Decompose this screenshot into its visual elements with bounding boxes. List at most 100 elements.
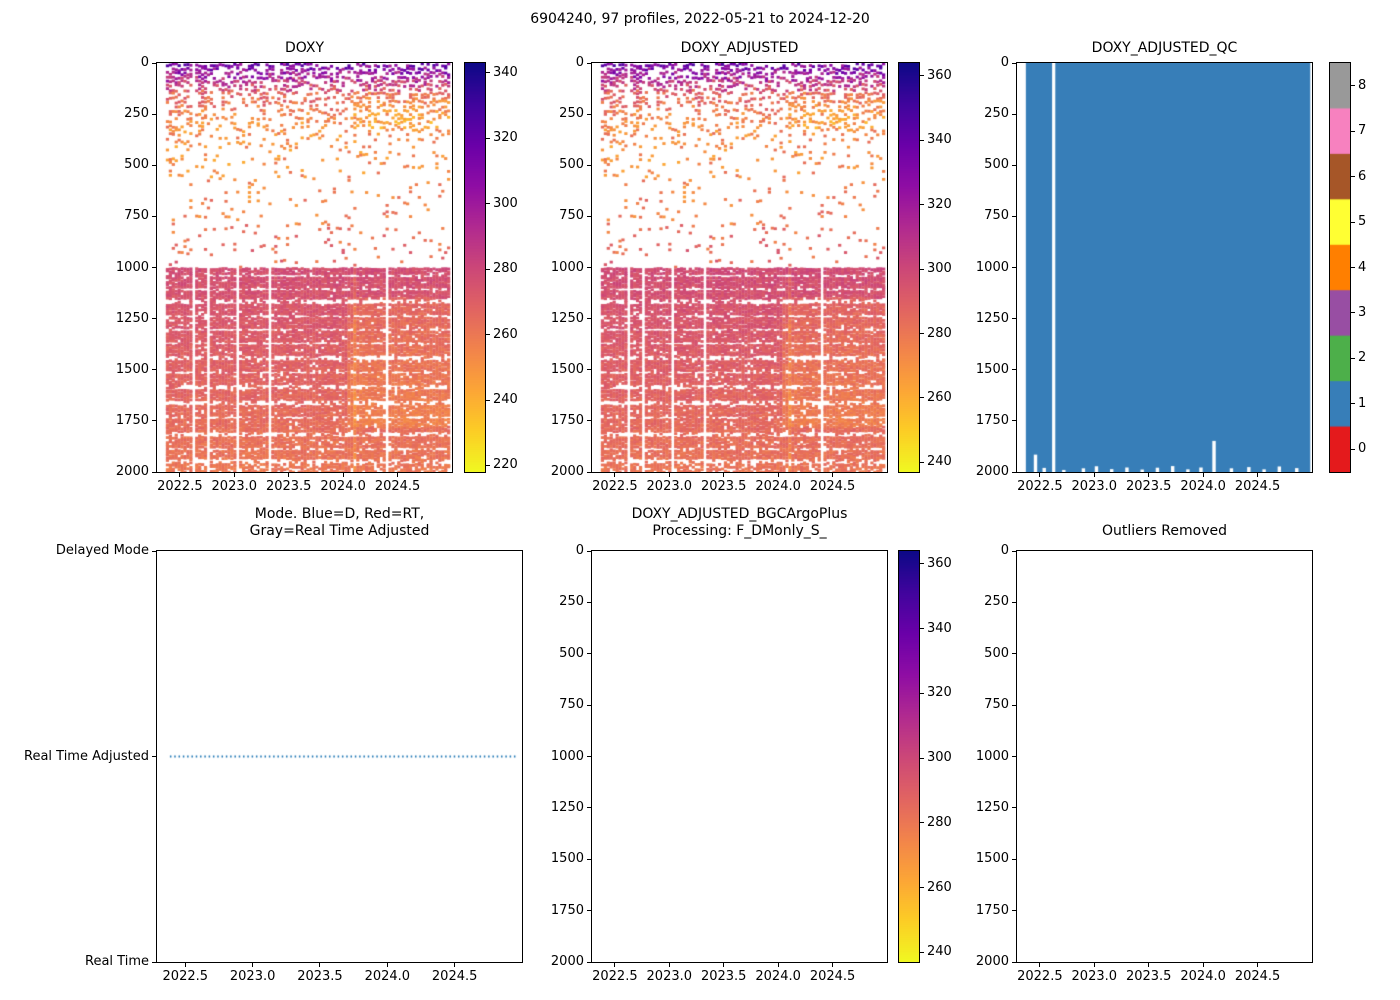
y-tick-mark [587,267,591,268]
colorbar-tick-mark [486,203,490,205]
x-tick-mark [832,473,834,477]
y-tick-label: 2000 [115,464,149,479]
x-tick-mark [668,473,670,477]
colorbar-tick-mark [1351,312,1355,314]
y-tick-mark [1012,318,1016,320]
colorbar-tick-label: 4 [1358,259,1367,275]
colorbar-tick-label: 280 [493,261,518,277]
y-tick-mark [587,215,591,217]
x-tick-mark [1148,473,1150,477]
y-tick-label: 1000 [115,259,149,275]
colorbar-tick-label: 320 [927,685,952,701]
subplot-title-doxy: DOXY [284,40,325,56]
x-tick-label: 2023.5 [700,479,747,494]
y-tick-mark [152,369,156,371]
x-tick-label: 2024.0 [1180,969,1226,984]
colorbar-tick-label: 240 [927,944,952,960]
colorbar-tick-mark [920,461,924,463]
colorbar-tick-label: 340 [927,132,952,148]
colorbar-tick-label: 360 [927,67,952,83]
colorbar-tick-mark [1351,357,1355,359]
x-tick-label: 2022.5 [162,969,209,984]
plot-canvas-doxy [157,63,452,472]
axes-border-qc [1016,62,1313,473]
y-tick-mark [1012,807,1016,809]
y-tick-mark [587,164,591,166]
colorbar-qc [1330,63,1350,472]
plot-canvas-outliers [1017,551,1312,962]
colorbar-tick-label: 300 [927,750,952,766]
y-tick-mark [587,113,591,115]
x-tick-label: 2023.5 [297,969,343,984]
y-tick-label: 1000 [975,748,1009,764]
subplot-title-mode-line1: Mode. Blue=D, Red=RT, [254,506,425,522]
colorbar-tick-mark [1351,85,1355,87]
x-tick-mark [179,473,181,477]
colorbar-tick-mark [920,75,924,77]
x-tick-label: 2024.0 [755,479,801,494]
colorbar-tick-label: 8 [1358,77,1367,93]
colorbar-border-adjusted [898,62,920,473]
y-tick-mark [1012,961,1016,963]
y-tick-label: 500 [559,645,584,661]
y-tick-mark [1012,113,1016,115]
y-tick-mark [152,471,156,473]
y-tick-mark [152,62,156,64]
x-tick-label: 2023.5 [700,969,747,984]
y-tick-label: 1000 [975,259,1009,275]
colorbar-tick-label: 280 [927,325,952,341]
subplot-title-bgc-line2: Processing: F_DMonly_S_ [652,523,827,539]
x-tick-mark [614,473,616,477]
colorbar-tick-label: 3 [1358,304,1367,320]
y-tick-mark [587,653,591,655]
x-tick-label: 2023.0 [211,479,258,494]
y-tick-label: 250 [124,106,149,122]
x-tick-label: 2023.0 [1071,969,1118,984]
y-tick-mark [587,704,591,706]
y-tick-label: 2000 [975,954,1009,969]
colorbar-border-qc [1329,62,1351,473]
colorbar-tick-label: 320 [927,196,952,212]
colorbar-tick-mark [1351,448,1355,450]
colorbar-tick-mark [920,692,924,694]
y-tick-label: 1000 [550,259,584,275]
y-tick-label: 1500 [550,851,584,867]
x-tick-mark [668,963,670,967]
y-tick-label: 1750 [115,412,149,428]
y-tick-label: 1750 [550,902,584,918]
y-tick-mark [1012,420,1016,422]
y-tick-label: 1250 [975,310,1009,326]
y-tick-mark [587,858,591,860]
y-tick-label: 2000 [975,464,1009,479]
x-tick-mark [614,963,616,967]
y-tick-label: 0 [140,55,149,70]
y-tick-mark [152,164,156,166]
colorbar-border-doxy [464,62,486,473]
x-tick-label: 2023.0 [646,969,693,984]
plot-canvas-bgc [592,551,887,962]
x-tick-label: 2024.5 [809,479,856,494]
x-tick-label: 2023.5 [265,479,312,494]
x-tick-label: 2022.5 [157,479,203,494]
y-tick-label: 250 [984,594,1009,610]
y-tick-label: 1500 [550,361,584,377]
y-tick-label: 0 [1000,55,1009,70]
x-tick-mark [386,963,388,967]
y-tick-label: 500 [984,157,1009,173]
colorbar-bgc [899,551,919,962]
y-tick-mark [587,601,591,603]
colorbar-tick-label: 300 [493,195,518,211]
y-tick-label: 0 [575,55,584,70]
colorbar-tick-mark [920,563,924,565]
x-tick-mark [1257,473,1259,477]
x-tick-label: 2023.0 [1071,479,1118,494]
y-tick-mark [1012,601,1016,603]
x-tick-label: 2024.0 [1180,479,1226,494]
y-tick-label: 500 [124,157,149,173]
x-tick-label: 2022.5 [1017,479,1063,494]
colorbar-adjusted [899,63,919,472]
plot-canvas-mode [157,551,522,962]
x-tick-mark [184,963,186,967]
y-tick-label: 750 [559,208,584,224]
